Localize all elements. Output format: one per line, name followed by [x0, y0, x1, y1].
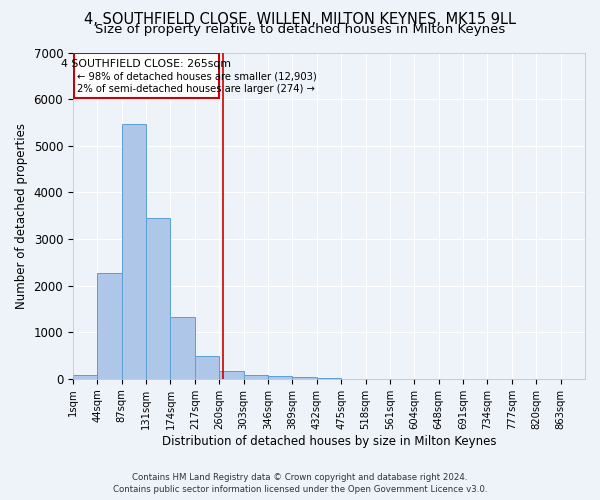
Bar: [268, 376, 292, 379]
Bar: [170, 317, 195, 379]
Bar: [292, 378, 317, 379]
Bar: [73, 376, 97, 379]
Bar: [146, 218, 170, 379]
Bar: [195, 356, 219, 379]
FancyBboxPatch shape: [74, 54, 218, 98]
Text: 2% of semi-detached houses are larger (274) →: 2% of semi-detached houses are larger (2…: [77, 84, 315, 94]
Text: ← 98% of detached houses are smaller (12,903): ← 98% of detached houses are smaller (12…: [77, 71, 317, 81]
Bar: [219, 372, 244, 379]
Y-axis label: Number of detached properties: Number of detached properties: [15, 122, 28, 308]
Text: Contains HM Land Registry data © Crown copyright and database right 2024.
Contai: Contains HM Land Registry data © Crown c…: [113, 472, 487, 494]
Text: 4 SOUTHFIELD CLOSE: 265sqm: 4 SOUTHFIELD CLOSE: 265sqm: [61, 58, 232, 68]
Bar: [244, 375, 268, 379]
Text: 4, SOUTHFIELD CLOSE, WILLEN, MILTON KEYNES, MK15 9LL: 4, SOUTHFIELD CLOSE, WILLEN, MILTON KEYN…: [84, 12, 516, 26]
X-axis label: Distribution of detached houses by size in Milton Keynes: Distribution of detached houses by size …: [162, 434, 496, 448]
Bar: [122, 124, 146, 379]
Text: Size of property relative to detached houses in Milton Keynes: Size of property relative to detached ho…: [95, 22, 505, 36]
Bar: [97, 273, 122, 379]
